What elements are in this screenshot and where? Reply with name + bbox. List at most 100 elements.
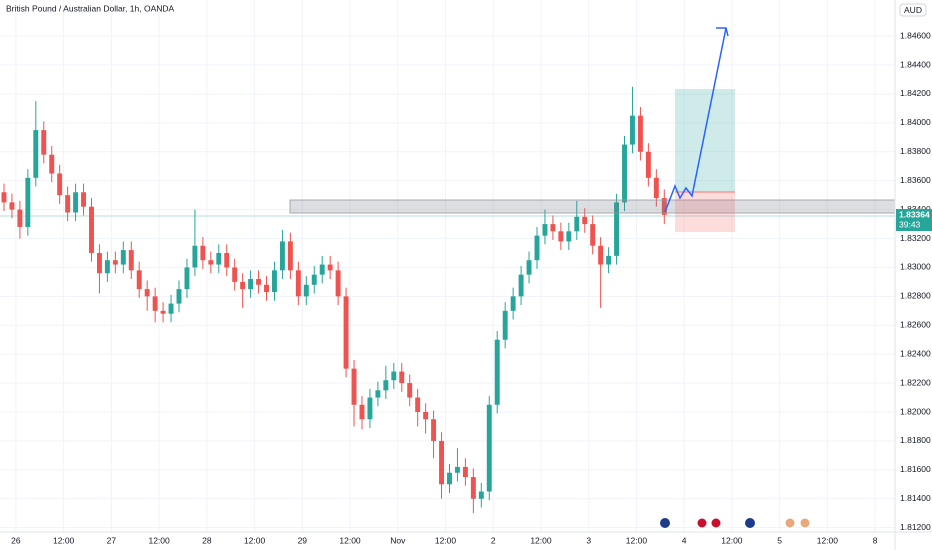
y-tick-label: 1.81400 (900, 493, 931, 503)
last-price-label: 1.83364 (899, 209, 930, 219)
candle-body (383, 380, 389, 391)
candle-body (120, 250, 126, 265)
y-tick-label: 1.83000 (900, 262, 931, 272)
projection-arrow (664, 27, 727, 213)
candle-body (208, 260, 214, 265)
y-tick-label: 1.83600 (900, 175, 931, 185)
candle-body (73, 192, 79, 213)
candles (1, 86, 667, 514)
candle-body (645, 151, 651, 178)
candle-body (1, 192, 7, 203)
y-tick-label: 1.82400 (900, 348, 931, 358)
candle-body (574, 216, 580, 232)
currency-box[interactable] (899, 3, 927, 17)
last-price-box (896, 209, 932, 231)
candle-body (534, 235, 540, 261)
event-icon[interactable] (784, 517, 796, 529)
candle-body (240, 281, 246, 290)
candle-body (359, 404, 365, 420)
stop-zone (675, 192, 735, 232)
candle-body (454, 466, 460, 473)
candle-body (510, 296, 516, 311)
candle-body (168, 303, 174, 314)
candle-body (49, 154, 55, 174)
currency-label[interactable]: AUD (904, 5, 922, 15)
candle-body (232, 267, 238, 282)
candle-body (502, 310, 508, 340)
candle-body (367, 397, 373, 420)
candle-body (423, 412, 429, 420)
candle-body (128, 250, 134, 271)
x-tick-label: 12:00 (626, 535, 648, 545)
candle-body (303, 284, 309, 297)
event-icons[interactable] (660, 517, 811, 529)
candle-body (57, 173, 63, 196)
candle-body (431, 419, 437, 441)
candle-body (630, 115, 635, 145)
candle-body (486, 404, 492, 492)
candle-body (415, 397, 421, 413)
y-tick-label: 1.82000 (900, 406, 931, 416)
support-zone (289, 199, 896, 214)
x-tick-label: Nov (390, 535, 406, 545)
candle-body (614, 202, 620, 256)
target-zone (675, 89, 735, 192)
x-tick-label: 27 (107, 535, 117, 545)
candle-body (590, 224, 596, 246)
x-tick-label: 28 (202, 535, 212, 545)
x-tick-label: 12:00 (53, 535, 75, 545)
candle-body (375, 390, 381, 398)
x-tick-label: 29 (298, 535, 308, 545)
candle-body (462, 466, 468, 478)
candle-body (542, 224, 548, 236)
candle-body (224, 252, 230, 268)
x-tick-label: 2 (491, 535, 496, 545)
y-tick-label: 1.82800 (900, 291, 931, 301)
candle-body (653, 177, 659, 199)
event-icon[interactable] (745, 518, 755, 528)
x-tick-label: 3 (586, 535, 591, 545)
event-icon[interactable] (710, 517, 722, 529)
candle-body (152, 296, 158, 311)
countdown-label: 39:43 (899, 219, 921, 229)
candle-body (192, 245, 198, 268)
y-tick-label: 1.84400 (900, 59, 931, 69)
candle-body (447, 472, 452, 485)
x-tick-label: 8 (873, 535, 878, 545)
candle-body (335, 270, 341, 297)
candle-body (81, 192, 86, 207)
candle-body (661, 198, 667, 215)
y-tick-label: 1.83800 (900, 146, 931, 156)
x-tick-label: 12:00 (435, 535, 457, 545)
candle-body (582, 216, 588, 225)
axes: 1.81200 1.81400 1.81600 1.81800 1.82000 1.822… (11, 30, 931, 545)
candle-body (606, 255, 612, 265)
x-tick-label: 12:00 (530, 535, 552, 545)
candle-body (279, 241, 285, 271)
candle-body (104, 260, 110, 274)
candle-body (550, 224, 556, 232)
x-tick-label: 12:00 (244, 535, 266, 545)
candle-body (96, 252, 102, 274)
x-tick-label: 12:00 (148, 535, 170, 545)
candle-body (176, 289, 182, 304)
candle-body (287, 241, 293, 271)
event-icon[interactable] (799, 517, 811, 529)
candle-body (319, 264, 325, 275)
event-icon[interactable] (696, 517, 708, 529)
candle-body (351, 368, 357, 405)
candle-body (112, 260, 118, 265)
candle-body (256, 279, 262, 285)
y-tick-label: 1.81600 (900, 464, 931, 474)
candle-body (518, 274, 524, 297)
event-icon[interactable] (660, 518, 670, 528)
candle-body (17, 209, 23, 227)
candle-body (407, 383, 413, 398)
candle-body (637, 115, 643, 152)
candle-body (264, 284, 269, 293)
arrow-head (716, 27, 729, 37)
candle-body (470, 477, 476, 499)
candle-body (89, 206, 94, 253)
x-tick-label: 12:00 (721, 535, 743, 545)
